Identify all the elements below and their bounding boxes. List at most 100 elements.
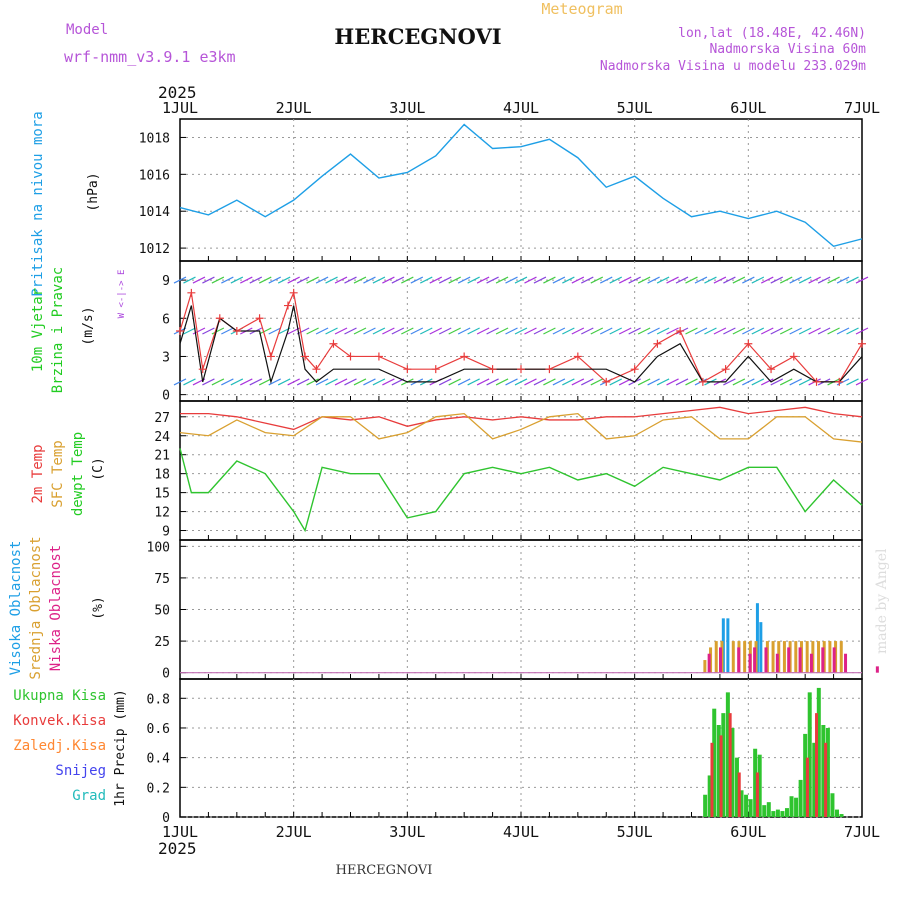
wind-arrow — [798, 276, 812, 284]
wind-arrow — [211, 276, 225, 284]
wind-arrow — [817, 327, 831, 335]
day-labels-top: 1JUL 2JUL 3JUL 4JUL 5JUL 6JUL 7JUL — [162, 99, 880, 117]
wind-arrow — [685, 327, 698, 335]
wind-arrow — [562, 378, 575, 386]
pressure-title: Pritisak na nivou mora — [30, 111, 46, 296]
cloud-bar — [759, 622, 763, 673]
wind-arrow — [609, 327, 622, 335]
pressure-line — [179, 123, 863, 248]
wind-arrow — [183, 276, 196, 284]
wind-arrow — [846, 276, 859, 284]
wind-title-a: 10m Vjetar — [30, 288, 46, 372]
day-label-top: 2JUL — [276, 99, 312, 117]
wind-arrow — [836, 276, 850, 284]
wind-arrow — [637, 327, 651, 335]
precip-conv-bar — [719, 735, 723, 817]
wind-arrow — [723, 378, 736, 386]
cloud-bar — [844, 653, 848, 673]
precip-total-bar — [794, 797, 799, 817]
wind-arrow — [325, 276, 338, 284]
y-tick-label: 0 — [162, 389, 170, 404]
year-bottom: 2025 — [158, 839, 197, 858]
y-tick-label: 1016 — [139, 168, 170, 183]
wind-arrow — [363, 276, 376, 284]
y-tick-label: 18 — [154, 468, 170, 483]
wind-arrow — [268, 327, 281, 335]
wind-arrow — [533, 378, 547, 386]
gust-marker — [488, 365, 497, 374]
wind-arrow — [599, 327, 613, 335]
wind-arrow — [382, 276, 395, 284]
wind-arrow — [486, 327, 499, 335]
wind-arrow — [637, 378, 651, 386]
wind-arrow — [315, 378, 329, 386]
gust-marker — [460, 352, 469, 361]
wind-arrow — [315, 327, 329, 335]
wind-arrow — [268, 276, 281, 284]
wind-arrow — [296, 276, 310, 284]
wind-arrow — [401, 276, 414, 284]
wind-arrow — [287, 276, 300, 284]
y-tick-label: 0.2 — [147, 781, 170, 796]
day-label-bottom: 6JUL — [730, 823, 766, 841]
precip-total-bar — [721, 713, 726, 817]
cloud-bar — [875, 666, 879, 673]
cloud-bar — [782, 641, 786, 673]
precip-total-bar — [766, 802, 771, 817]
wind-arrow — [438, 378, 452, 386]
wind-arrow — [609, 276, 622, 284]
gust-marker — [653, 339, 662, 348]
wind-arrow — [628, 276, 641, 284]
precip-total-bar — [725, 692, 730, 817]
wind-arrow — [779, 327, 793, 335]
day-label-bottom: 2JUL — [276, 823, 312, 841]
day-label-top: 7JUL — [844, 99, 880, 117]
panel-frame — [179, 400, 863, 541]
day-label-top: 3JUL — [389, 99, 425, 117]
cloud-bar — [771, 641, 775, 673]
coords-label: lon,lat (18.48E, 42.46N) — [678, 26, 866, 41]
wind-arrow — [846, 378, 859, 386]
day-label-top: 6JUL — [730, 99, 766, 117]
wind-arrow — [675, 276, 689, 284]
precip-total-bar — [798, 779, 803, 817]
wind-arrow — [514, 327, 528, 335]
gust-marker — [329, 339, 338, 348]
wind-arrow — [855, 378, 869, 386]
cloud-low-title: Niska Oblacnost — [48, 545, 64, 671]
wind-arrow — [647, 276, 660, 284]
gust-marker — [858, 339, 866, 348]
wind-arrow — [618, 327, 632, 335]
precip-total-bar — [703, 794, 708, 817]
wind-arrow — [202, 378, 215, 386]
wind-arrow — [410, 327, 424, 335]
wind-arrow — [230, 276, 244, 284]
gust-marker — [403, 365, 412, 374]
wind-arrow — [599, 276, 613, 284]
snow-title: Snijeg — [55, 763, 106, 779]
y-tick-label: 0 — [162, 811, 170, 826]
y-tick-label: 0 — [162, 667, 170, 682]
y-tick-label: 75 — [154, 572, 170, 587]
gust-marker — [346, 352, 355, 361]
cloud-bar — [719, 647, 723, 673]
wind-arrow — [609, 378, 622, 386]
wind-arrow — [315, 276, 329, 284]
wind-arrow — [543, 327, 556, 335]
wind-arrow — [183, 327, 196, 335]
precip-total-bar — [730, 727, 735, 817]
wind-arrow — [571, 378, 585, 386]
wind-arrow — [382, 378, 395, 386]
wind-arrow — [562, 276, 575, 284]
wind-arrow — [476, 378, 490, 386]
precip-total-bar — [757, 754, 762, 817]
gust-marker — [232, 327, 241, 335]
wind-arrow — [761, 276, 774, 284]
wind-arrow — [742, 327, 755, 335]
cloud-bar — [748, 653, 752, 673]
gust-marker — [721, 365, 730, 374]
gust-marker — [374, 352, 383, 361]
cloud-high-title: Visoka Oblacnost — [8, 541, 24, 676]
year-top: 2025 — [158, 83, 197, 102]
